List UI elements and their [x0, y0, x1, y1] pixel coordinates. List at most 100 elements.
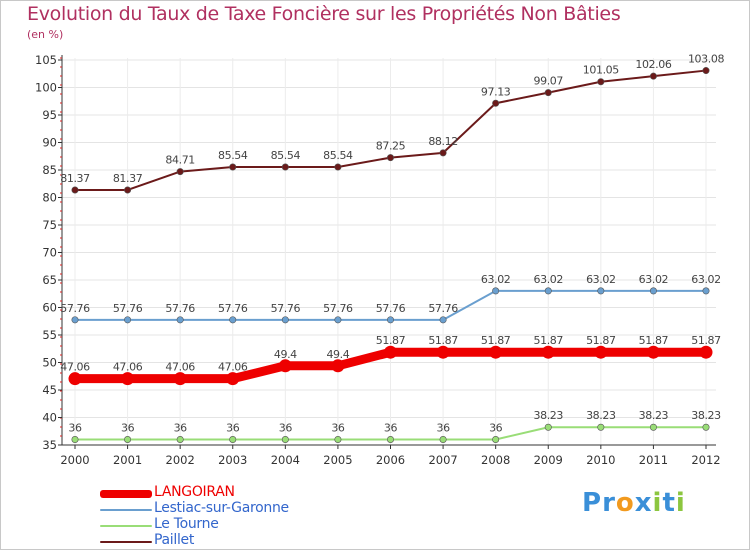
data-label-lestiac-sur-garonne: 57.76 [376, 302, 406, 315]
point-le-tourne [649, 423, 657, 431]
point-lestiac-sur-garonne [334, 316, 342, 324]
data-label-paillet: 85.54 [271, 149, 301, 162]
data-label-le-tourne: 36 [331, 422, 345, 435]
legend-label-paillet: Paillet [154, 532, 195, 548]
chart-title: Evolution du Taux de Taxe Foncière sur l… [27, 3, 621, 25]
point-paillet [71, 186, 79, 194]
point-langoiran [278, 359, 292, 373]
logo-letter: P [582, 488, 603, 518]
legend-swatch-paillet [100, 541, 152, 543]
point-lestiac-sur-garonne [176, 316, 184, 324]
point-langoiran [68, 372, 82, 386]
data-label-paillet: 102.06 [635, 58, 671, 71]
logo-letter: r [602, 488, 616, 518]
x-tick-label: 2006 [376, 453, 405, 467]
x-tick-label: 2012 [691, 453, 720, 467]
data-label-paillet: 99.07 [534, 75, 564, 88]
data-label-paillet: 85.54 [323, 149, 353, 162]
data-label-paillet: 81.37 [60, 172, 90, 185]
data-label-langoiran: 51.87 [691, 334, 721, 347]
point-le-tourne [386, 435, 394, 443]
logo-letter: i [675, 488, 686, 518]
y-tick-label: 40 [42, 411, 57, 425]
x-tick-label: 2001 [113, 453, 142, 467]
point-le-tourne [597, 423, 605, 431]
proxiti-logo: Proxiti [582, 488, 686, 518]
legend-label-langoiran: LANGOIRAN [154, 484, 235, 500]
point-paillet [176, 168, 184, 176]
data-label-paillet: 81.37 [113, 172, 143, 185]
y-tick-label: 35 [42, 438, 57, 452]
point-langoiran [541, 345, 555, 359]
data-label-le-tourne: 36 [279, 422, 293, 435]
point-le-tourne [702, 423, 710, 431]
data-label-le-tourne: 38.23 [534, 409, 564, 422]
data-label-le-tourne: 38.23 [586, 409, 616, 422]
data-label-lestiac-sur-garonne: 63.02 [586, 273, 616, 286]
data-label-paillet: 85.54 [218, 149, 248, 162]
point-langoiran [384, 345, 397, 359]
point-le-tourne [124, 435, 132, 443]
point-lestiac-sur-garonne [281, 316, 289, 324]
x-tick-label: 2010 [586, 453, 615, 467]
point-le-tourne [229, 435, 237, 443]
data-label-lestiac-sur-garonne: 63.02 [691, 273, 721, 286]
x-tick-label: 2004 [271, 453, 300, 467]
legend-label-le-tourne: Le Tourne [154, 516, 219, 532]
data-label-le-tourne: 36 [226, 422, 240, 435]
point-langoiran [489, 345, 503, 359]
point-paillet [439, 149, 447, 157]
data-label-lestiac-sur-garonne: 63.02 [481, 273, 511, 286]
point-paillet [124, 186, 132, 194]
data-label-le-tourne: 38.23 [691, 409, 721, 422]
logo-letter: x [634, 488, 653, 518]
point-langoiran [646, 345, 660, 359]
point-le-tourne [439, 435, 447, 443]
y-tick-label: 75 [42, 218, 57, 232]
point-langoiran [699, 345, 713, 359]
data-label-le-tourne: 36 [68, 422, 82, 435]
legend-swatch-le-tourne [100, 525, 152, 527]
x-tick-label: 2011 [639, 453, 668, 467]
logo-letter: i [652, 488, 663, 518]
data-label-lestiac-sur-garonne: 57.76 [218, 302, 248, 315]
data-label-le-tourne: 36 [121, 422, 135, 435]
data-label-paillet: 88.12 [428, 135, 458, 148]
data-label-lestiac-sur-garonne: 57.76 [271, 302, 301, 315]
data-label-langoiran: 51.87 [481, 334, 511, 347]
point-langoiran [331, 359, 345, 373]
data-label-langoiran: 51.87 [428, 334, 458, 347]
point-lestiac-sur-garonne [597, 287, 605, 295]
data-label-lestiac-sur-garonne: 57.76 [113, 302, 143, 315]
legend-label-lestiac-sur-garonne: Lestiac-sur-Garonne [154, 500, 289, 516]
logo-letter: t [662, 488, 676, 518]
point-paillet [649, 72, 657, 80]
point-paillet [334, 163, 342, 171]
point-lestiac-sur-garonne [229, 316, 237, 324]
y-tick-label: 100 [35, 81, 57, 95]
data-label-langoiran: 47.06 [165, 361, 195, 374]
point-langoiran [121, 372, 135, 386]
point-langoiran [226, 372, 240, 386]
x-tick-label: 2008 [481, 453, 510, 467]
data-label-langoiran: 51.87 [586, 334, 616, 347]
data-label-lestiac-sur-garonne: 63.02 [534, 273, 564, 286]
data-label-langoiran: 49.4 [326, 348, 349, 361]
point-paillet [597, 78, 605, 86]
point-langoiran [594, 345, 608, 359]
point-lestiac-sur-garonne [124, 316, 132, 324]
point-le-tourne [281, 435, 289, 443]
data-label-paillet: 101.05 [583, 64, 619, 77]
data-label-langoiran: 47.06 [218, 361, 248, 374]
point-le-tourne [492, 435, 500, 443]
y-tick-label: 105 [35, 53, 57, 67]
data-label-langoiran: 49.4 [274, 348, 297, 361]
data-label-lestiac-sur-garonne: 63.02 [639, 273, 669, 286]
data-label-paillet: 103.08 [688, 53, 724, 66]
point-paillet [386, 154, 394, 162]
data-label-langoiran: 51.87 [534, 334, 564, 347]
point-lestiac-sur-garonne [544, 287, 552, 295]
y-tick-label: 45 [42, 383, 57, 397]
